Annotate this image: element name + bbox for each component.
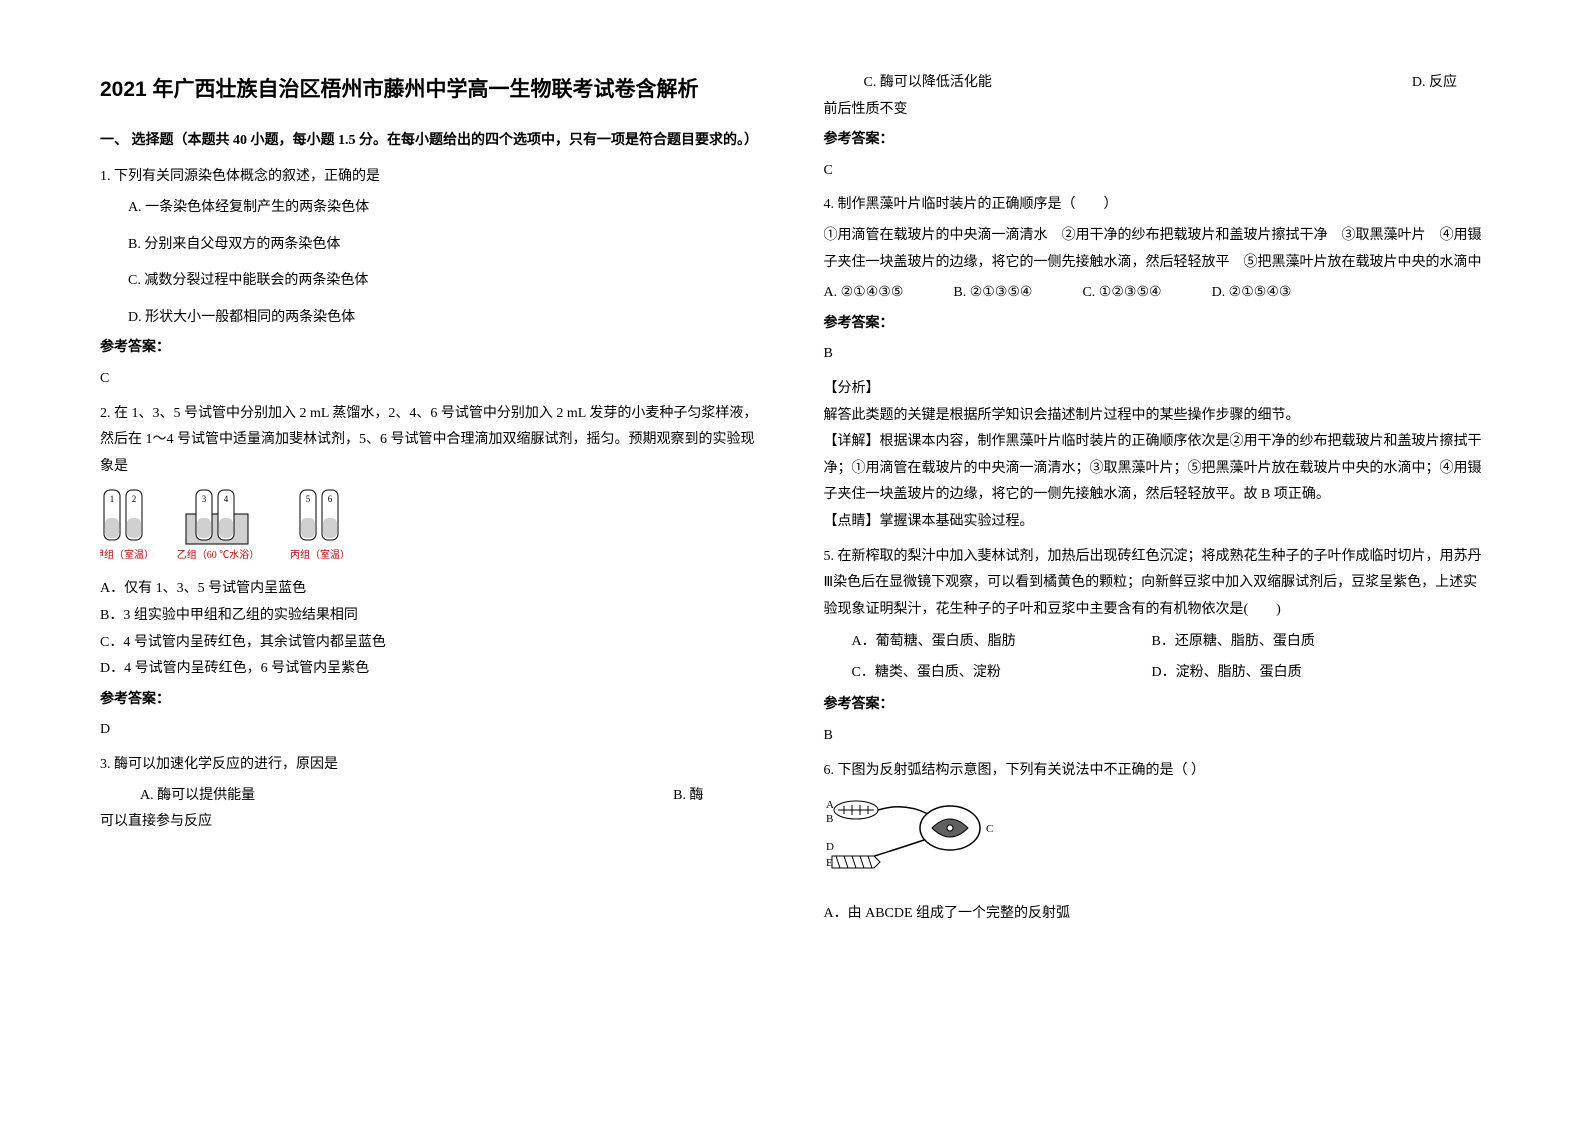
question-6: 6. 下图为反射弧结构示意图，下列有关说法中不正确的是（ ） A B — [824, 758, 1488, 928]
q5-option-a: A．葡萄糖、蛋白质、脂肪 — [852, 629, 1132, 656]
q4-analysis: 解答此类题的关键是根据所学知识会描述制片过程中的某些操作步骤的细节。 — [824, 403, 1488, 430]
q5-answer-label: 参考答案： — [824, 692, 1488, 719]
q1-answer: C — [100, 366, 764, 393]
q3-answer-label: 参考答案： — [824, 127, 1488, 154]
question-3-cont: C. 酶可以降低活化能 D. 反应 前后性质不变 参考答案： C — [824, 70, 1488, 184]
q4-stem: 4. 制作黑藻叶片临时装片的正确顺序是（ ） — [824, 192, 1488, 219]
q3-option-c: C. 酶可以降低活化能 — [864, 75, 992, 90]
q4-options: A. ②①④③⑤ B. ②①③⑤④ C. ①②③⑤④ D. ②①⑤④③ — [824, 280, 1488, 307]
q5-option-b: B．还原糖、脂肪、蛋白质 — [1152, 629, 1488, 656]
q4-option-b: B. ②①③⑤④ — [953, 280, 1032, 307]
svg-text:4: 4 — [224, 494, 229, 504]
question-1: 1. 下列有关同源染色体概念的叙述，正确的是 A. 一条染色体经复制产生的两条染… — [100, 164, 764, 392]
q4-option-c: C. ①②③⑤④ — [1082, 280, 1161, 307]
svg-text:1: 1 — [110, 494, 115, 504]
svg-text:E: E — [826, 857, 833, 869]
reflex-svg: A B C D — [824, 792, 1024, 882]
q1-stem: 1. 下列有关同源染色体概念的叙述，正确的是 — [100, 164, 764, 191]
tube-diagram: 1 2 甲组（室温） 3 4 乙 — [100, 488, 764, 566]
q2-answer-label: 参考答案： — [100, 687, 764, 714]
q4-answer-label: 参考答案： — [824, 311, 1488, 338]
q4-answer: B — [824, 341, 1488, 368]
q3-stem: 3. 酶可以加速化学反应的进行，原因是 — [100, 752, 764, 779]
right-column: C. 酶可以降低活化能 D. 反应 前后性质不变 参考答案： C 4. 制作黑藻… — [824, 70, 1488, 935]
q5-option-d: D．淀粉、脂肪、蛋白质 — [1152, 660, 1488, 687]
svg-text:C: C — [986, 823, 993, 835]
q6-option-a: A．由 ABCDE 组成了一个完整的反射弧 — [824, 901, 1488, 928]
q2-option-b: B．3 组实验中甲组和乙组的实验结果相同 — [100, 603, 764, 630]
exam-title: 2021 年广西壮族自治区梧州市藤州中学高一生物联考试卷含解析 — [100, 70, 764, 110]
q4-detail-text: 【详解】根据课本内容，制作黑藻叶片临时装片的正确顺序依次是②用干净的纱布把载玻片… — [824, 429, 1488, 509]
q4-analysis-label: 【分析】 — [824, 376, 1488, 403]
q3-option-b-prefix: B. 酶 — [673, 783, 703, 810]
q4-option-d: D. ②①⑤④③ — [1212, 280, 1292, 307]
svg-text:甲组（室温）: 甲组（室温） — [100, 548, 154, 561]
q3-option-b-suffix: 可以直接参与反应 — [100, 809, 764, 836]
q1-option-c: C. 减数分裂过程中能联会的两条染色体 — [128, 268, 764, 295]
q1-option-d: D. 形状大小一般都相同的两条染色体 — [128, 305, 764, 332]
question-4: 4. 制作黑藻叶片临时装片的正确顺序是（ ） ①用滴管在载玻片的中央滴一滴清水 … — [824, 192, 1488, 535]
q6-stem: 6. 下图为反射弧结构示意图，下列有关说法中不正确的是（ ） — [824, 758, 1488, 785]
q2-option-d: D．4 号试管内呈砖红色，6 号试管内呈紫色 — [100, 656, 764, 683]
section1-header: 一、 选择题（本题共 40 小题，每小题 1.5 分。在每小题给出的四个选项中，… — [100, 128, 764, 155]
q3-option-d-prefix: D. 反应 — [1412, 70, 1457, 97]
q4-point: 【点睛】掌握课本基础实验过程。 — [824, 509, 1488, 536]
q1-option-b: B. 分别来自父母双方的两条染色体 — [128, 232, 764, 259]
question-2: 2. 在 1、3、5 号试管中分别加入 2 mL 蒸馏水，2、4、6 号试管中分… — [100, 401, 764, 744]
svg-text:A: A — [826, 799, 834, 811]
q2-answer: D — [100, 717, 764, 744]
q3-answer: C — [824, 158, 1488, 185]
q2-option-a: A．仅有 1、3、5 号试管内呈蓝色 — [100, 576, 764, 603]
svg-text:2: 2 — [132, 494, 137, 504]
q3-option-a: A. 酶可以提供能量 — [140, 788, 255, 803]
svg-text:乙组（60 ℃水浴）: 乙组（60 ℃水浴） — [177, 548, 260, 561]
question-3: 3. 酶可以加速化学反应的进行，原因是 A. 酶可以提供能量 B. 酶 可以直接… — [100, 752, 764, 836]
svg-text:D: D — [826, 841, 834, 853]
svg-text:5: 5 — [306, 494, 311, 504]
q1-option-a: A. 一条染色体经复制产生的两条染色体 — [128, 195, 764, 222]
svg-text:6: 6 — [328, 494, 333, 504]
q3-option-d-suffix: 前后性质不变 — [824, 97, 1488, 124]
svg-text:B: B — [826, 813, 833, 825]
q2-option-c: C．4 号试管内呈砖红色，其余试管内都呈蓝色 — [100, 630, 764, 657]
tube-svg: 1 2 甲组（室温） 3 4 乙 — [100, 488, 400, 566]
svg-text:3: 3 — [202, 494, 207, 504]
q5-option-c: C．糖类、蛋白质、淀粉 — [852, 660, 1132, 687]
svg-text:丙组（室温）: 丙组（室温） — [290, 548, 350, 561]
q5-stem: 5. 在新榨取的梨汁中加入斐林试剂，加热后出现砖红色沉淀；将成熟花生种子的子叶作… — [824, 544, 1488, 624]
q4-option-a: A. ②①④③⑤ — [824, 280, 904, 307]
q2-stem: 2. 在 1、3、5 号试管中分别加入 2 mL 蒸馏水，2、4、6 号试管中分… — [100, 401, 764, 481]
q1-answer-label: 参考答案： — [100, 335, 764, 362]
q5-answer: B — [824, 723, 1488, 750]
reflex-arc-diagram: A B C D — [824, 792, 1488, 893]
q5-options: A．葡萄糖、蛋白质、脂肪 B．还原糖、脂肪、蛋白质 C．糖类、蛋白质、淀粉 D．… — [852, 629, 1488, 686]
q4-detail: ①用滴管在载玻片的中央滴一滴清水 ②用干净的纱布把载玻片和盖玻片擦拭干净 ③取黑… — [824, 223, 1488, 276]
question-5: 5. 在新榨取的梨汁中加入斐林试剂，加热后出现砖红色沉淀；将成熟花生种子的子叶作… — [824, 544, 1488, 750]
left-column: 2021 年广西壮族自治区梧州市藤州中学高一生物联考试卷含解析 一、 选择题（本… — [100, 70, 764, 935]
